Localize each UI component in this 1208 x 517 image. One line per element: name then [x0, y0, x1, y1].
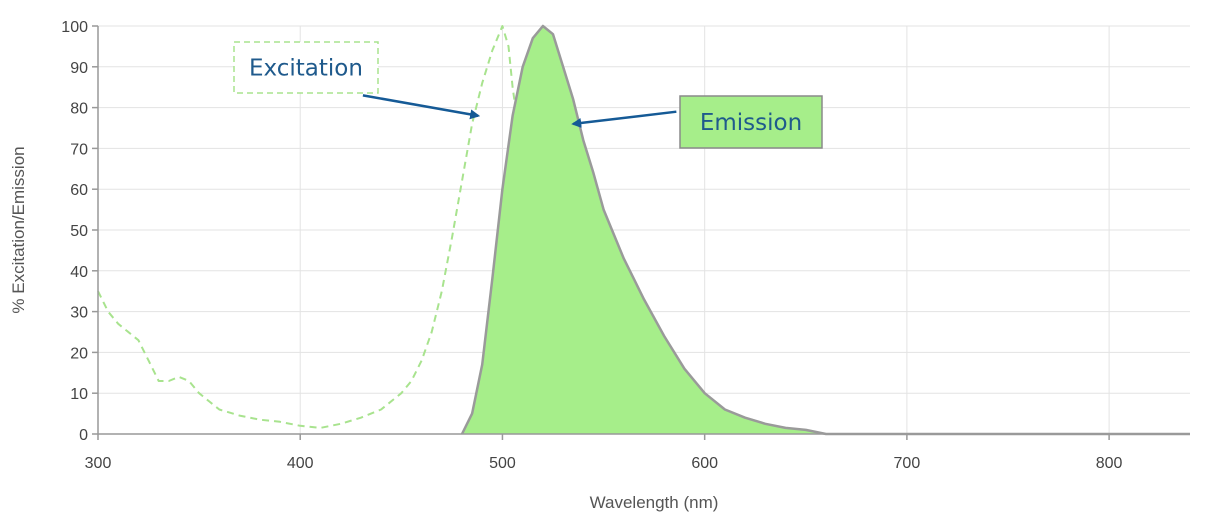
excitation-line — [97, 25, 518, 429]
x-tick-label-400: 400 — [287, 455, 314, 472]
grid — [98, 25, 1190, 434]
y-tick-label-80: 80 — [70, 101, 88, 118]
y-tick-label-40: 40 — [70, 264, 88, 281]
emission-annotation: Emission — [571, 95, 823, 149]
x-tick-label-700: 700 — [894, 455, 921, 472]
y-tick-label-60: 60 — [70, 182, 88, 199]
emission-label: Emission — [700, 110, 802, 136]
x-tick-label-600: 600 — [691, 455, 718, 472]
y-tick-label-50: 50 — [70, 223, 88, 240]
emission-area — [462, 26, 1190, 434]
emission-arrow — [571, 110, 677, 128]
y-tick-label-100: 100 — [61, 19, 88, 36]
annotations: Excitation Emission — [233, 41, 823, 149]
x-tick-label-500: 500 — [489, 455, 516, 472]
axes: 0 10 20 30 40 50 60 70 80 90 100 300 400 500 600 700 800 — [61, 19, 1190, 472]
x-tick-label-300: 300 — [85, 455, 112, 472]
x-tick-label-800: 800 — [1096, 455, 1123, 472]
excitation-annotation: Excitation — [233, 41, 481, 120]
y-axis-title: % Excitation/Emission — [9, 146, 28, 313]
emission-line — [460, 24, 1190, 436]
y-tick-label-90: 90 — [70, 60, 88, 77]
y-tick-label-0: 0 — [79, 427, 88, 444]
y-tick-label-10: 10 — [70, 386, 88, 403]
excitation-label: Excitation — [249, 56, 363, 82]
series — [97, 24, 1190, 436]
y-tick-label-30: 30 — [70, 305, 88, 322]
excitation-arrow — [362, 94, 481, 120]
y-tick-label-20: 20 — [70, 345, 88, 362]
emission-label-box — [679, 95, 823, 149]
y-tick-label-70: 70 — [70, 141, 88, 158]
x-axis-title: Wavelength (nm) — [590, 493, 719, 512]
excitation-label-box — [233, 41, 379, 94]
